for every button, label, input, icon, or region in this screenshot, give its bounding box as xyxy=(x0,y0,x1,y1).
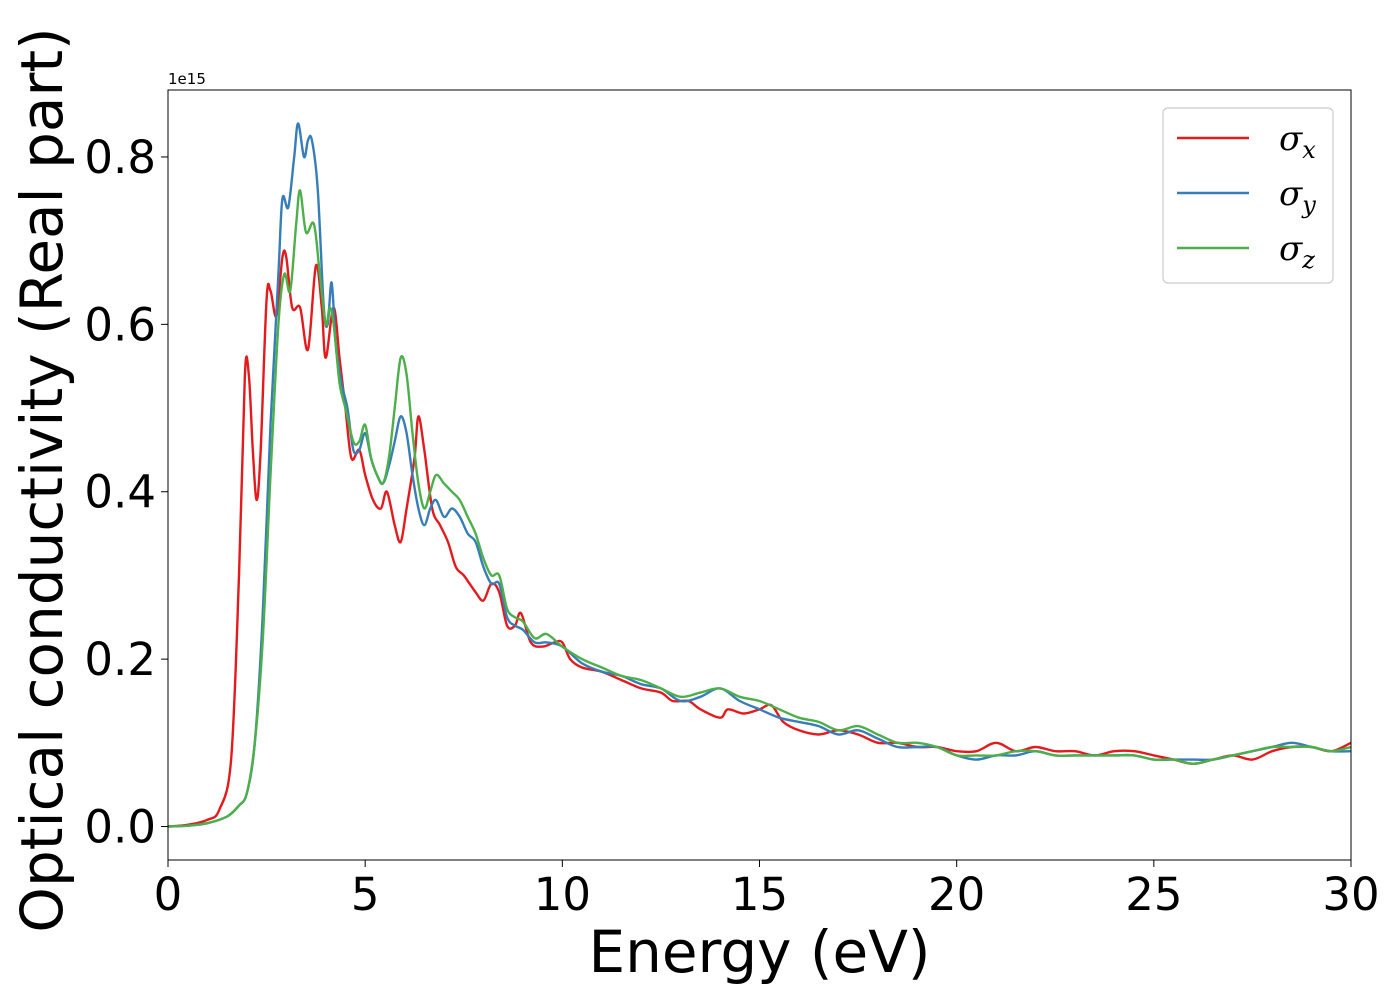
x-tick-label: 15 xyxy=(731,868,788,921)
x-axis: 0 5 10 15 20 25 30 xyxy=(154,860,1380,921)
legend-box xyxy=(1162,107,1334,284)
x-tick-label: 25 xyxy=(1125,868,1182,921)
x-axis-title: Energy (eV) xyxy=(588,918,930,986)
x-tick-label: 20 xyxy=(928,868,985,921)
y-axis-title: Optical conductivity (Real part) xyxy=(8,27,76,932)
legend: σx σy σz xyxy=(1162,107,1334,284)
x-tick-label: 30 xyxy=(1322,868,1379,921)
y-tick-label: 0.2 xyxy=(84,633,156,686)
x-tick-label: 0 xyxy=(154,868,183,921)
y-axis: 0.0 0.2 0.4 0.6 0.8 xyxy=(84,131,168,854)
y-tick-label: 0.4 xyxy=(84,466,156,519)
x-tick-label: 5 xyxy=(351,868,380,921)
y-tick-label: 0.8 xyxy=(84,131,156,184)
legend-item-x: σx xyxy=(1177,119,1316,164)
legend-label: σx xyxy=(1279,119,1316,164)
series-layer xyxy=(168,122,1351,828)
y-tick-label: 0.0 xyxy=(84,801,156,854)
legend-label: σy xyxy=(1279,174,1316,219)
series-line-x xyxy=(168,249,1351,828)
y-offset-label: 1e15 xyxy=(168,70,206,88)
x-tick-label: 10 xyxy=(534,868,591,921)
legend-label: σz xyxy=(1279,229,1315,274)
series-line-z xyxy=(168,189,1351,828)
legend-item-z: σz xyxy=(1177,229,1315,274)
y-tick-label: 0.6 xyxy=(84,298,156,351)
legend-item-y: σy xyxy=(1177,174,1316,219)
